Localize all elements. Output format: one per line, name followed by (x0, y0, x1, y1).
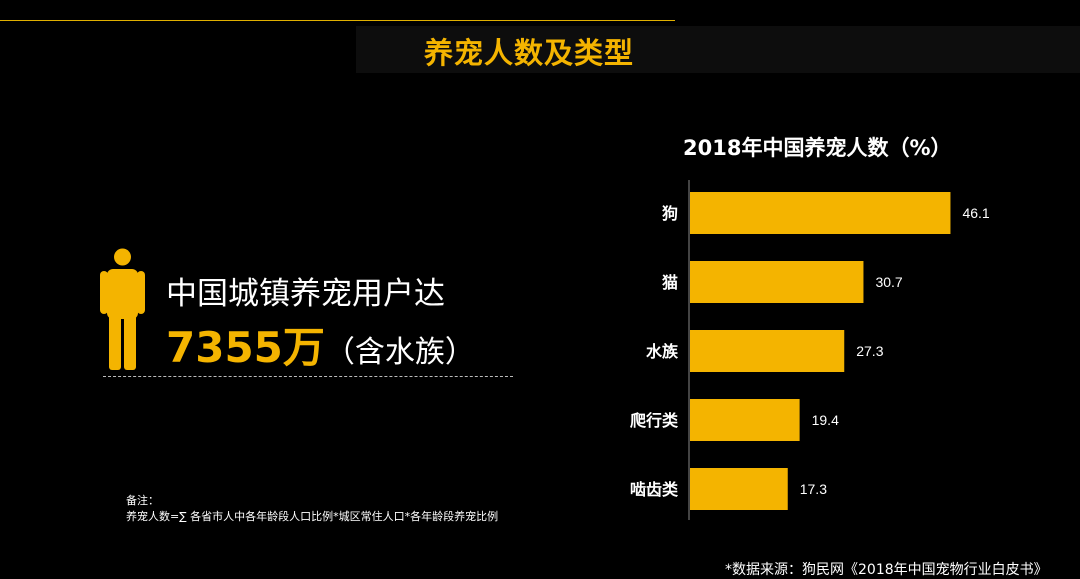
bar-4 (690, 468, 788, 510)
value-label: 19.4 (812, 412, 839, 428)
stat-value-row: 7355万（含水族） (166, 314, 475, 375)
title-band (356, 26, 1080, 73)
bar-0 (690, 192, 951, 234)
value-label: 46.1 (962, 205, 989, 221)
category-label: 猫 (662, 273, 678, 292)
bar-2 (690, 330, 845, 372)
stat-suffix: （含水族） (324, 335, 475, 370)
bar-1 (690, 261, 864, 303)
footnote-label: 备注： (126, 494, 159, 507)
chart-title: 2018年中国养宠人数（%） (683, 136, 952, 160)
category-label: 狗 (662, 204, 678, 223)
footnote-text: 养宠人数=∑ 各省市人中各年龄段人口比例*城区常住人口*各年龄段养宠比例 (126, 510, 499, 523)
value-label: 27.3 (856, 343, 883, 359)
person-icon (100, 248, 145, 370)
category-label: 爬行类 (629, 411, 679, 430)
stat-number: 7355万 (166, 323, 325, 372)
footnote: 备注： 养宠人数=∑ 各省市人中各年龄段人口比例*城区常住人口*各年龄段养宠比例 (126, 493, 498, 525)
bar-3 (690, 399, 800, 441)
value-label: 17.3 (800, 481, 827, 497)
header-rule (0, 20, 675, 21)
bar-chart: 狗 46.1 猫 30.7 水族 27.3 爬行类 19.4 啮齿类 17.3 (629, 180, 990, 520)
category-label: 水族 (646, 342, 679, 361)
source-note: *数据来源：狗民网《2018年中国宠物行业白皮书》 (725, 562, 1048, 578)
page-title: 养宠人数及类型 (424, 36, 635, 70)
value-label: 30.7 (875, 274, 902, 290)
category-label: 啮齿类 (630, 480, 679, 499)
dashed-divider (103, 376, 513, 377)
stat-headline: 中国城镇养宠用户达 (166, 276, 445, 312)
